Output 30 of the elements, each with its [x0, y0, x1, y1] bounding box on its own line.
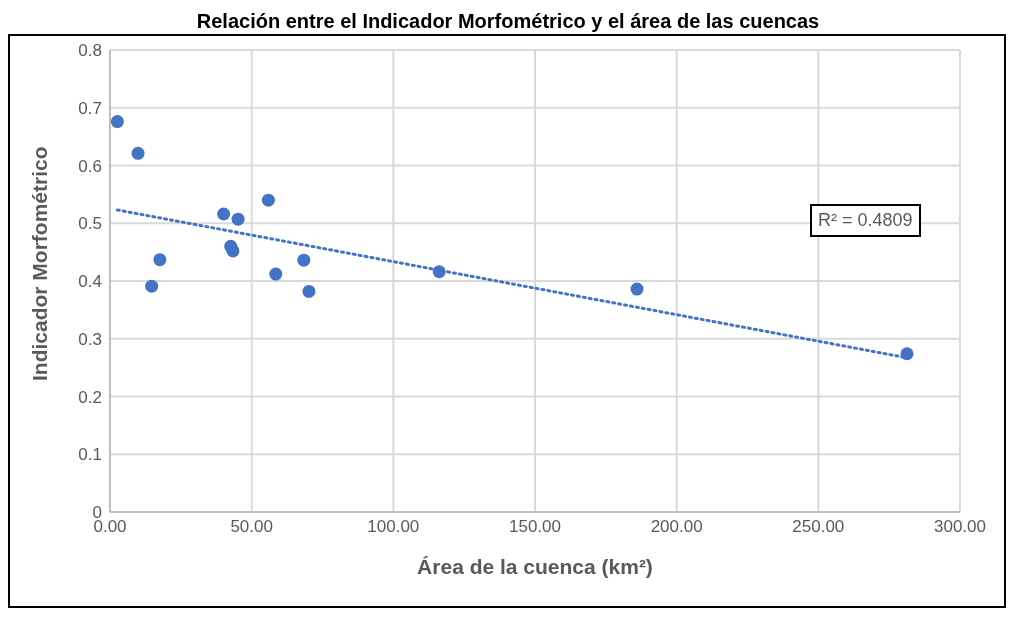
- y-tick-label: 0.8: [78, 41, 102, 61]
- point: [231, 212, 245, 226]
- x-tick-label: 100.00: [367, 517, 420, 537]
- point: [269, 267, 283, 281]
- point: [131, 146, 145, 160]
- point: [110, 115, 124, 129]
- y-tick-label: 0.2: [78, 387, 102, 407]
- y-tick-label: 0.5: [78, 214, 102, 234]
- chart-title: Relación entre el Indicador Morfométrico y el área de las cuencas: [195, 9, 821, 34]
- x-tick-label: 200.00: [650, 517, 703, 537]
- point: [297, 253, 311, 267]
- y-axis-title: Indicador Morfométrico: [28, 146, 52, 381]
- point: [630, 282, 644, 296]
- y-tick-label: 0.6: [78, 156, 102, 176]
- x-axis-title: Área de la cuenca (km²): [417, 555, 653, 578]
- y-tick-label: 0.1: [78, 445, 102, 465]
- annotation: R² = 0.4809: [810, 204, 921, 237]
- y-tick-label: 0.4: [78, 272, 102, 292]
- point: [261, 193, 275, 207]
- point: [217, 207, 231, 221]
- x-tick-label: 50.00: [230, 517, 273, 537]
- x-tick-label: 250.00: [792, 517, 845, 537]
- point: [153, 253, 167, 267]
- point: [302, 284, 316, 298]
- x-tick-label: 150.00: [509, 517, 561, 537]
- y-tick-label: 0.3: [78, 329, 102, 349]
- y-tick-label: 0.7: [78, 98, 102, 118]
- x-tick-label: 300.00: [934, 517, 986, 537]
- point: [226, 244, 240, 258]
- point: [145, 279, 159, 293]
